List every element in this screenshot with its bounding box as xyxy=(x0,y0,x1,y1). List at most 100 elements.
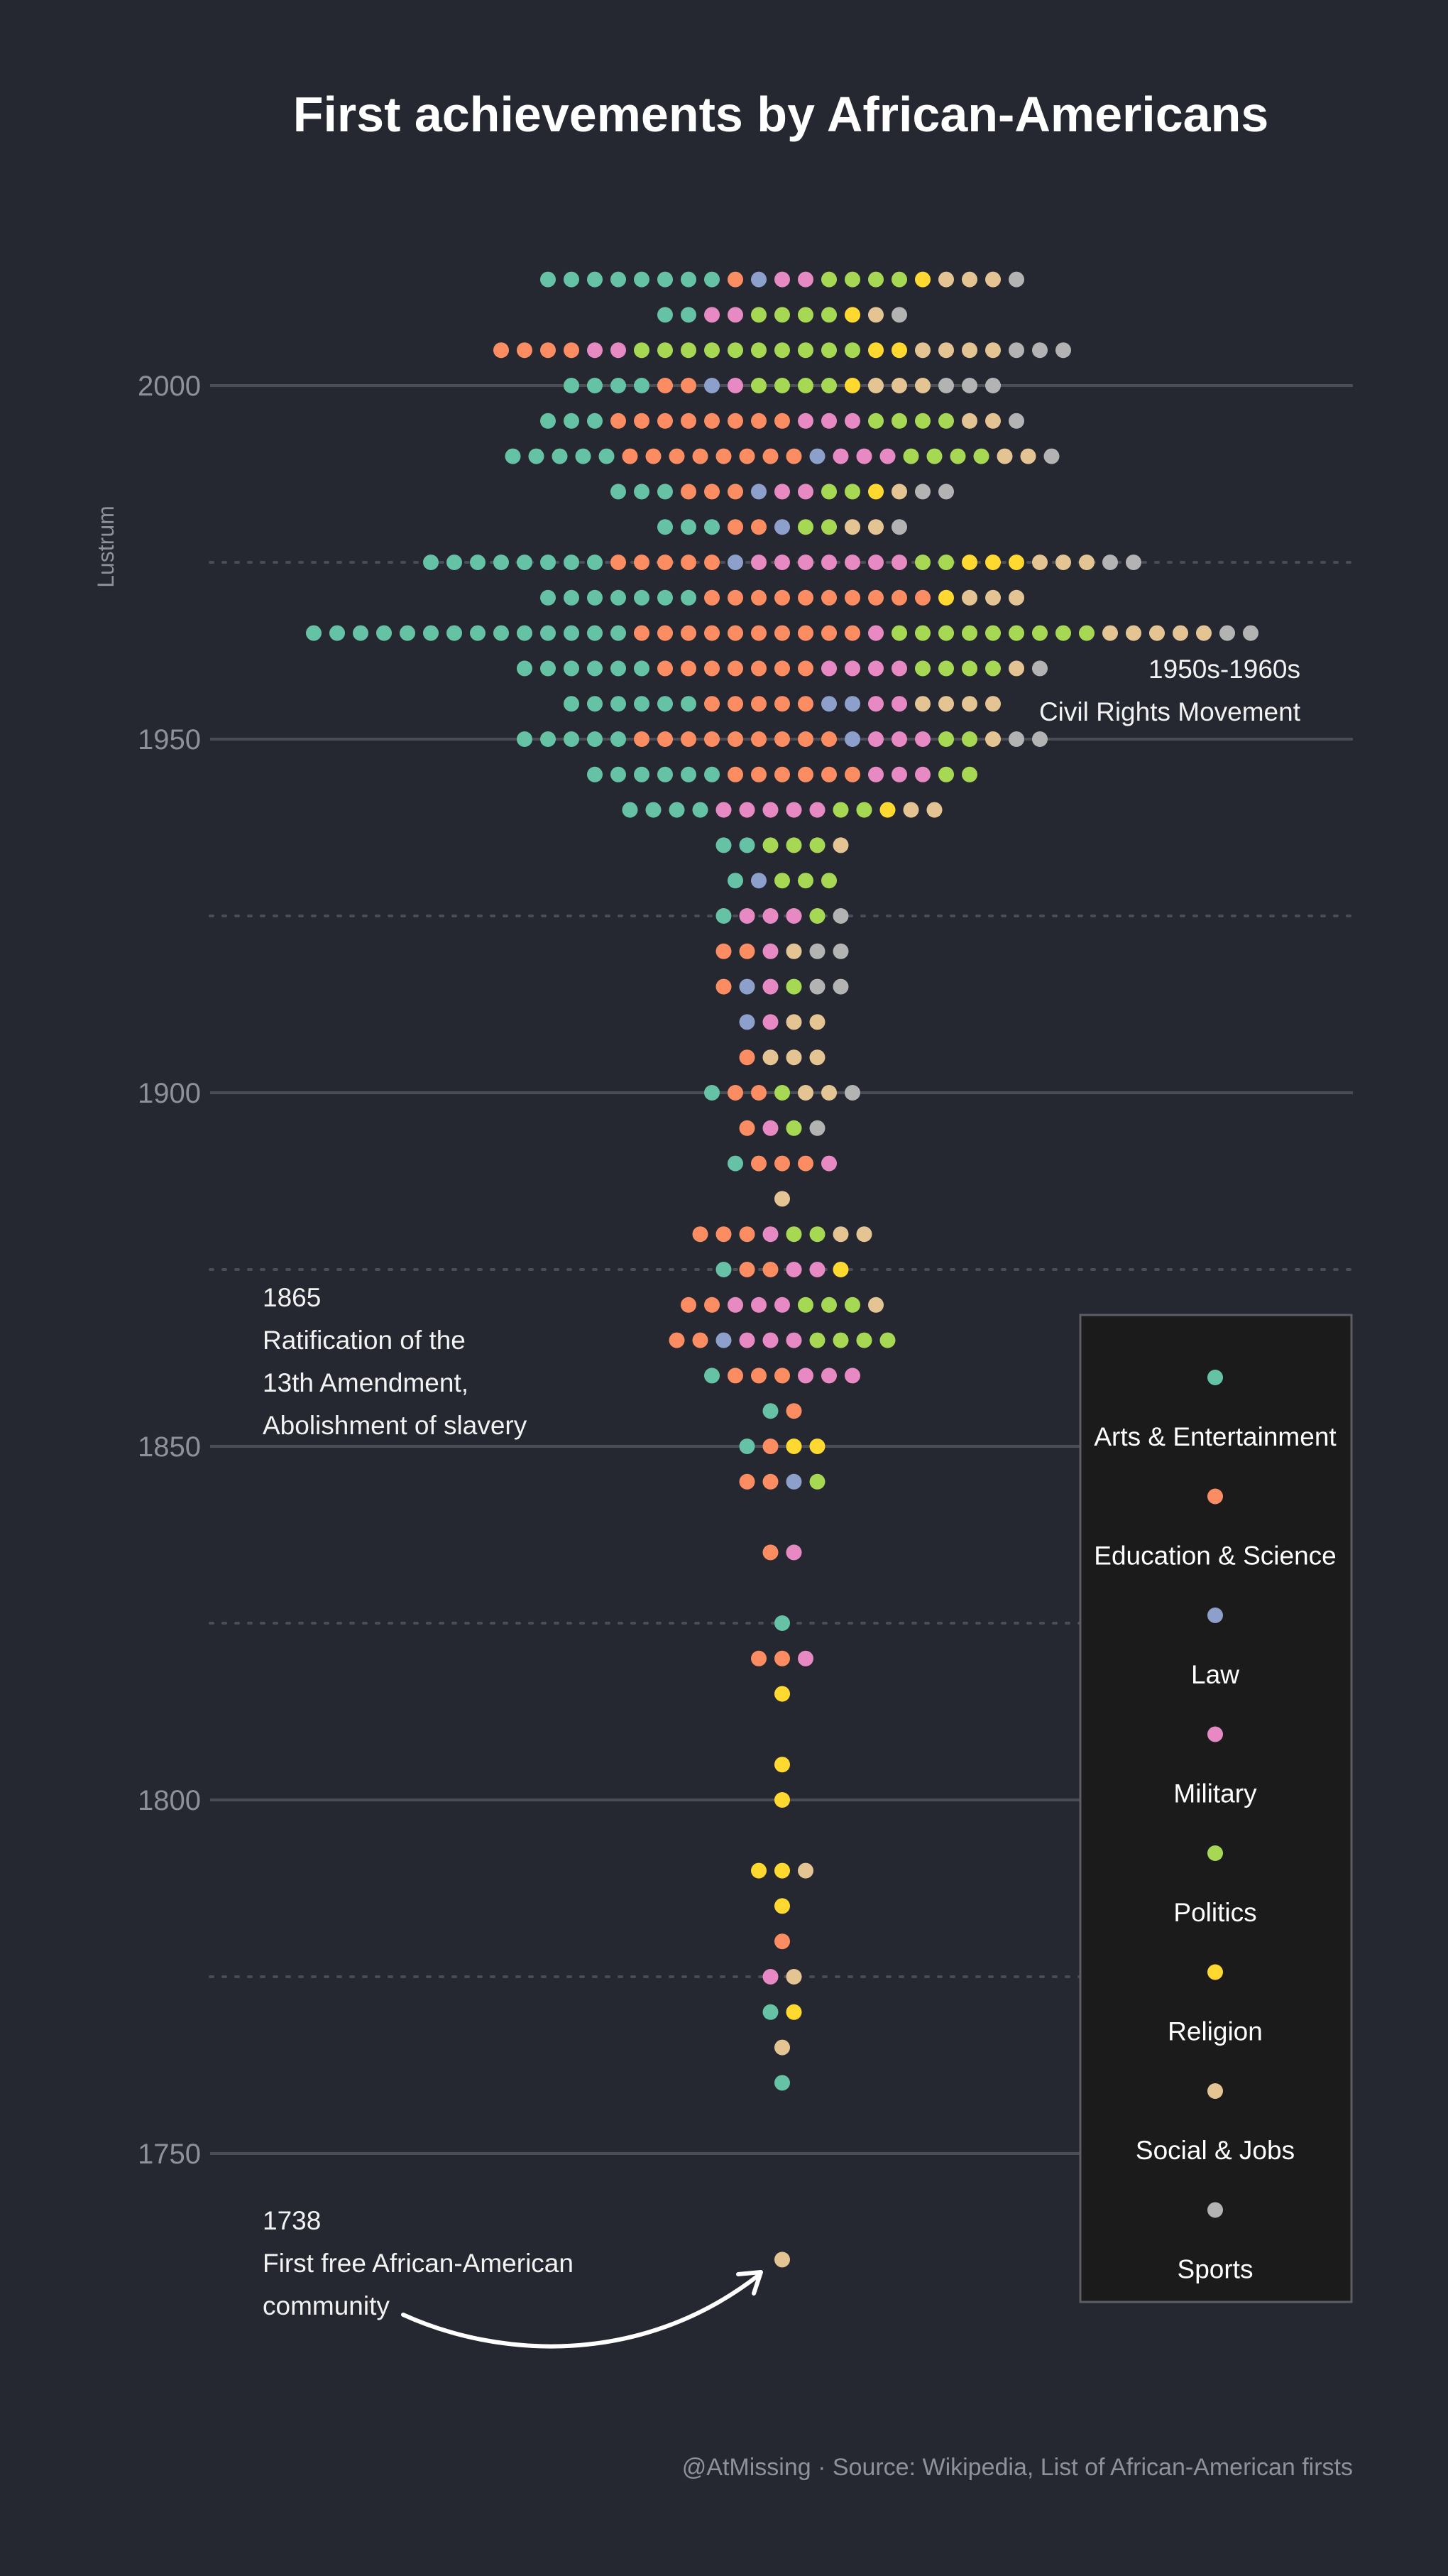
dot-1955-education-science xyxy=(728,696,743,712)
dot-1825-arts-entertainment xyxy=(774,1615,790,1631)
dot-1940-military xyxy=(762,802,779,818)
dot-1990-education-science xyxy=(645,448,662,464)
dot-1910-law xyxy=(739,1014,755,1030)
dot-1960-arts-entertainment xyxy=(634,660,649,677)
annotation-1865-line-2: Ratification of the xyxy=(263,1326,466,1355)
dot-1880-education-science xyxy=(739,1226,755,1243)
dot-1945-education-science xyxy=(728,766,743,782)
dot-1995-education-science xyxy=(774,413,790,429)
dot-2000-arts-entertainment xyxy=(610,378,626,393)
dot-1965-politics xyxy=(915,625,931,641)
dot-2015-law xyxy=(751,271,767,288)
dot-1985-military xyxy=(774,484,790,500)
dot-1985-military xyxy=(798,484,813,500)
dot-2005-politics xyxy=(728,342,743,359)
dot-1920-education-science xyxy=(739,943,755,959)
dot-2010-politics xyxy=(774,307,790,323)
dot-2015-military xyxy=(798,271,813,288)
dot-1990-law xyxy=(809,448,826,464)
dot-1910-social-jobs xyxy=(786,1014,802,1030)
dot-2000-religion xyxy=(845,378,860,393)
dot-2010-politics xyxy=(751,307,767,323)
dot-2015-politics xyxy=(821,271,837,288)
dot-1960-military xyxy=(821,660,837,677)
annotation-1738: 1738 First free African-American communi… xyxy=(263,2206,574,2320)
dot-1930-law xyxy=(751,873,767,889)
dot-2015-social-jobs xyxy=(962,271,977,288)
dot-2005-politics xyxy=(798,342,813,359)
dot-1875-military xyxy=(809,1262,826,1277)
dot-2000-sports xyxy=(938,378,954,393)
dot-1895-education-science xyxy=(739,1120,755,1136)
dot-1990-education-science xyxy=(786,448,802,464)
dot-1885-social-jobs xyxy=(774,1191,790,1207)
dot-1865-politics xyxy=(856,1332,872,1348)
dot-1975-education-science xyxy=(681,555,696,570)
legend-swatch-politics xyxy=(1207,1845,1223,1861)
dot-1965-military xyxy=(868,625,884,641)
dot-1965-sports xyxy=(1219,625,1235,641)
dot-1970-education-science xyxy=(868,589,884,606)
dot-2015-education-science xyxy=(728,271,743,288)
annotation-1738-line-1: 1738 xyxy=(263,2206,321,2235)
dot-2005-education-science xyxy=(540,342,556,359)
dot-2005-politics xyxy=(845,342,860,359)
dot-1790-religion xyxy=(751,1862,767,1879)
dot-1975-military xyxy=(821,555,837,570)
dot-2000-law xyxy=(704,378,720,393)
dot-1900-education-science xyxy=(751,1085,767,1101)
dot-1925-politics xyxy=(809,908,826,924)
dot-1995-education-science xyxy=(751,413,767,429)
annotation-civil-rights: 1950s-1960s Civil Rights Movement xyxy=(1039,655,1301,726)
dot-2000-social-jobs xyxy=(868,378,884,393)
dot-1970-arts-entertainment xyxy=(587,589,603,606)
dot-1925-military xyxy=(786,908,802,924)
dot-2015-arts-entertainment xyxy=(681,271,696,288)
dot-1970-social-jobs xyxy=(1009,589,1024,606)
dot-1975-social-jobs xyxy=(1079,555,1095,570)
dot-1900-arts-entertainment xyxy=(704,1085,720,1101)
dot-1990-politics xyxy=(950,448,966,464)
dot-2005-politics xyxy=(704,342,720,359)
dot-2005-education-science xyxy=(493,342,509,359)
dot-2005-politics xyxy=(751,342,767,359)
dot-1945-arts-entertainment xyxy=(587,766,603,782)
dot-1925-military xyxy=(739,908,755,924)
dot-1965-arts-entertainment xyxy=(540,625,556,641)
dot-1880-education-science xyxy=(692,1226,708,1243)
dot-1960-arts-entertainment xyxy=(610,660,626,677)
dot-1965-education-science xyxy=(728,625,743,641)
dot-1860-military xyxy=(798,1368,813,1384)
dot-1960-education-science xyxy=(751,660,767,677)
dot-2015-politics xyxy=(892,271,907,288)
dot-2005-military xyxy=(587,342,603,359)
dot-1975-sports xyxy=(1126,555,1141,570)
dot-1970-education-science xyxy=(798,589,813,606)
dot-1960-education-science xyxy=(681,660,696,677)
dot-1880-education-science xyxy=(715,1226,732,1243)
chart-title: First achievements by African-Americans xyxy=(293,87,1269,142)
dot-1955-arts-entertainment xyxy=(564,696,579,712)
dot-1970-education-science xyxy=(892,589,907,606)
dot-1965-social-jobs xyxy=(1126,625,1141,641)
dot-1975-arts-entertainment xyxy=(540,555,556,570)
dot-1960-arts-entertainment xyxy=(540,660,556,677)
dot-1960-education-science xyxy=(704,660,720,677)
dot-1955-law xyxy=(821,696,837,712)
dot-1960-education-science xyxy=(657,660,673,677)
dot-1955-military xyxy=(892,696,907,712)
y-tick-label-1750: 1750 xyxy=(138,2139,201,2170)
dot-1990-education-science xyxy=(715,448,732,464)
dot-2015-military xyxy=(774,271,790,288)
dot-1865-education-science xyxy=(692,1332,708,1348)
dot-1975-politics xyxy=(915,555,931,570)
dot-1975-sports xyxy=(1102,555,1118,570)
dot-1970-education-science xyxy=(704,589,720,606)
dot-2015-social-jobs xyxy=(938,271,954,288)
dot-1775-social-jobs xyxy=(786,1969,802,1985)
legend-label-military: Military xyxy=(1173,1779,1257,1808)
legend-label-social-jobs: Social & Jobs xyxy=(1136,2136,1295,2165)
dot-1980-social-jobs xyxy=(868,519,884,535)
dot-2005-social-jobs xyxy=(962,342,977,359)
dot-1975-education-science xyxy=(634,555,649,570)
